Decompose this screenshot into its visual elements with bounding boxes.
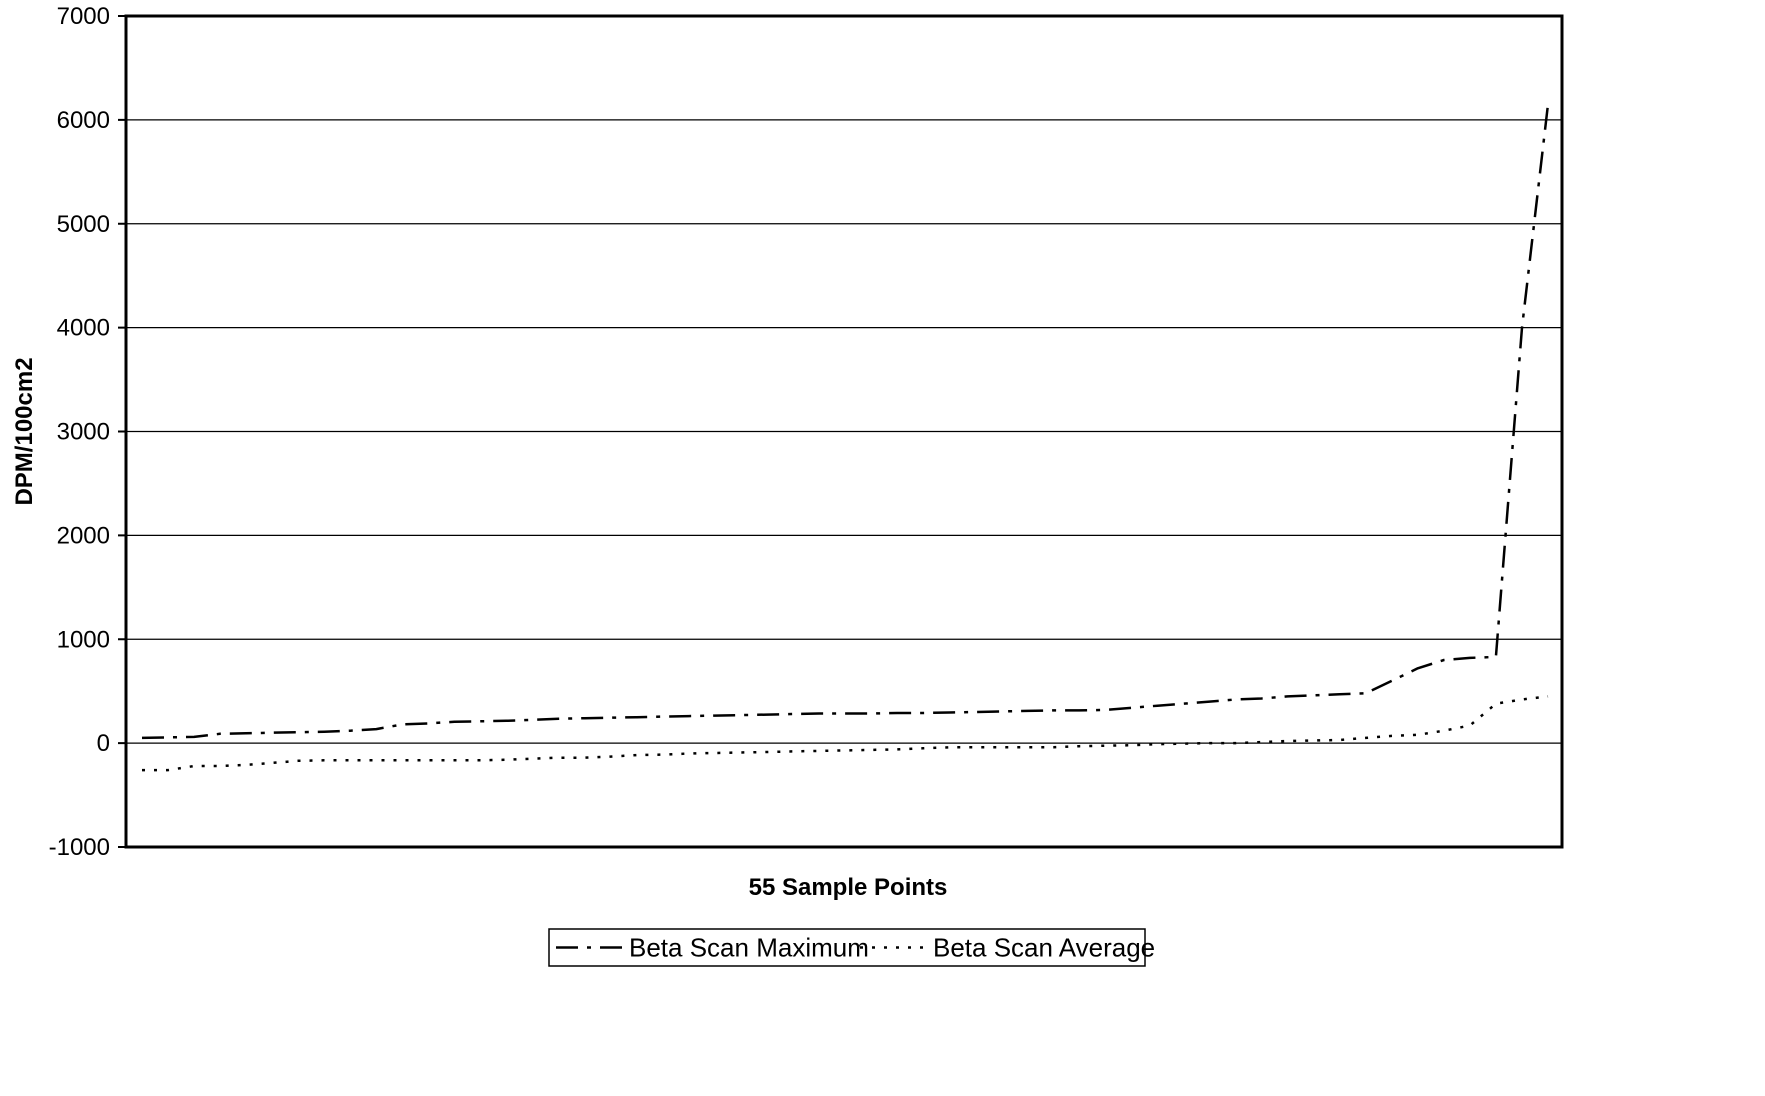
legend-label-beta-scan-average: Beta Scan Average (933, 933, 1155, 963)
y-tick-label--1000: -1000 (49, 834, 110, 861)
series-line-beta-scan-average (142, 695, 1549, 772)
y-axis-ticks: -1000 0 1000 2000 3000 4000 5000 6000 7000 (49, 3, 126, 861)
y-tick-label-1000: 1000 (57, 626, 110, 653)
y-tick-label-5000: 5000 (57, 211, 110, 238)
x-axis-title: 55 Sample Points (749, 874, 948, 901)
legend: Beta Scan Maximum Beta Scan Average (548, 928, 1155, 967)
y-tick-label-4000: 4000 (57, 315, 110, 342)
series-lines (141, 104, 1550, 772)
y-tick-label-0: 0 (97, 730, 110, 757)
gridlines (126, 119, 1562, 744)
legend-label-beta-scan-maximum: Beta Scan Maximum (629, 933, 869, 963)
y-tick-label-7000: 7000 (57, 3, 110, 30)
series-line-beta-scan-maximum (141, 104, 1550, 740)
y-tick-label-3000: 3000 (57, 419, 110, 446)
y-tick-label-6000: 6000 (57, 107, 110, 134)
legend-box (548, 928, 1146, 967)
y-tick-label-2000: 2000 (57, 522, 110, 549)
y-axis-title: DPM/100cm2 (11, 357, 38, 505)
